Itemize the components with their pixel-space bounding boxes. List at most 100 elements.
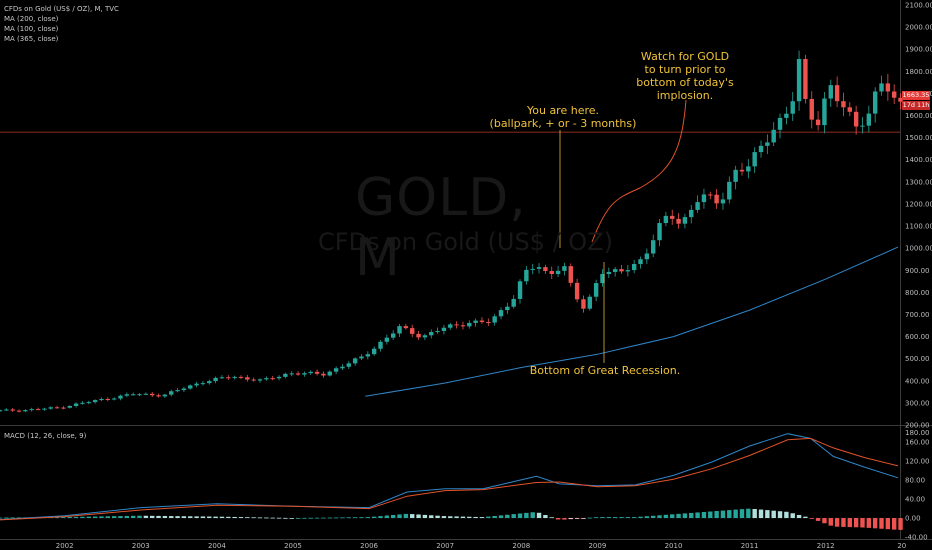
time-tick-label: 2002	[56, 542, 74, 550]
candle-up	[784, 113, 789, 118]
legend-ma100[interactable]: MA (100, close)	[4, 25, 59, 33]
candle-up	[790, 101, 795, 114]
macd-histogram-bar	[276, 517, 282, 519]
candle-up	[822, 98, 827, 126]
macd-tick-label: 160.00	[905, 439, 930, 447]
macd-histogram-bar	[340, 517, 345, 519]
candle-down	[226, 377, 231, 379]
macd-tick-label: 180.00	[905, 429, 930, 437]
macd-histogram-bar	[587, 517, 592, 519]
candle-up	[448, 324, 453, 328]
price-tick-label: 700.00	[905, 311, 930, 319]
macd-histogram-bar	[232, 516, 237, 519]
candle-up	[765, 142, 770, 146]
time-tick-label: 2009	[588, 542, 606, 550]
macd-histogram-bar	[188, 516, 193, 519]
macd-histogram-bar	[289, 518, 294, 519]
macd-histogram-bar	[638, 516, 643, 519]
candle-up	[175, 390, 180, 392]
macd-histogram-bar	[333, 517, 339, 519]
macd-histogram-bar	[524, 512, 529, 519]
macd-histogram-bar	[213, 516, 218, 519]
candle-up	[796, 58, 802, 102]
candle-down	[841, 101, 846, 108]
candle-up	[758, 145, 764, 153]
candle-down	[670, 215, 675, 219]
candle-down	[847, 107, 853, 112]
annotation-lines	[559, 99, 687, 363]
candle-up	[657, 223, 662, 241]
macd-histogram-bar	[644, 516, 650, 519]
macd-histogram-bar	[359, 517, 364, 519]
legend-ma200[interactable]: MA (200, close)	[4, 15, 59, 23]
macd-histogram-bar	[0, 517, 3, 519]
annotation-bottom-recession: Bottom of Great Recession.	[529, 364, 681, 377]
price-tick-label: 1900.00	[905, 46, 932, 54]
candle-up	[441, 327, 447, 332]
candle-down	[619, 269, 624, 272]
macd-histogram-bar	[124, 515, 130, 519]
macd-histogram-bar	[765, 510, 770, 519]
macd-histogram-bar	[80, 516, 85, 519]
candle-up	[435, 331, 440, 333]
macd-histogram-bar	[574, 518, 580, 519]
candle-up	[169, 391, 174, 395]
candle-down	[543, 267, 548, 272]
macd-histogram-bar	[162, 515, 168, 519]
candle-down	[10, 409, 15, 411]
macd-histogram-bar	[473, 516, 478, 519]
candle-up	[264, 378, 269, 380]
candle-up	[42, 408, 47, 410]
price-tick-label: 1100.00	[905, 223, 932, 231]
macd-histogram-bar	[790, 513, 795, 519]
time-tick-label: 2010	[665, 542, 683, 550]
candle-down	[460, 325, 466, 327]
candle-up	[194, 383, 199, 386]
legend-macd[interactable]: MACD (12, 26, close, 9)	[4, 432, 87, 440]
ma-365-line	[365, 246, 899, 397]
macd-histogram-bar	[746, 508, 751, 519]
candle-down	[35, 409, 41, 411]
macd-histogram-bar	[130, 515, 136, 519]
candle-down	[891, 91, 897, 98]
ma-365-series	[365, 246, 899, 397]
candle-down	[105, 398, 111, 400]
candle-up	[397, 326, 402, 334]
macd-histogram-bar	[581, 518, 586, 519]
macd-histogram-bar	[530, 512, 535, 519]
macd-histogram-bar	[701, 511, 707, 519]
macd-histogram-bar	[758, 509, 764, 519]
candle-up	[644, 253, 650, 260]
candle-down	[16, 410, 22, 412]
candle-down	[321, 373, 326, 376]
macd-histogram-bar	[486, 516, 491, 519]
candle-down	[739, 169, 745, 172]
candle-up	[530, 268, 535, 270]
candle-up	[276, 376, 282, 379]
candle-down	[714, 194, 719, 204]
candle-up	[111, 398, 117, 400]
candle-up	[378, 341, 383, 349]
macd-histogram-bar	[555, 518, 561, 520]
macd-histogram-bar	[625, 517, 631, 519]
macd-histogram-bar	[73, 516, 79, 519]
macd-histogram-bar	[505, 514, 510, 519]
macd-histogram-bar	[822, 518, 827, 524]
annotation-watch-gold: Watch for GOLD to turn prior to bottom o…	[636, 50, 734, 102]
candle-up	[429, 332, 434, 336]
macd-histogram-bar	[16, 517, 22, 519]
candle-down	[403, 326, 409, 329]
legend-ma365[interactable]: MA (365, close)	[4, 35, 59, 43]
macd-histogram-bar	[86, 516, 91, 519]
macd-histogram-bar	[467, 516, 472, 519]
legend-title[interactable]: CFDs on Gold (US$ / OZ), M, TVC	[4, 5, 119, 13]
macd-histogram-bar	[651, 515, 656, 519]
candle-down	[238, 376, 244, 378]
candle-up	[879, 83, 884, 92]
candle-up	[23, 410, 28, 412]
candle-down	[568, 266, 573, 283]
macd-histogram-bar	[314, 517, 320, 519]
candle-up	[695, 202, 700, 210]
price-tick-label: 200.00	[905, 422, 930, 430]
macd-histogram-bar	[600, 517, 605, 519]
